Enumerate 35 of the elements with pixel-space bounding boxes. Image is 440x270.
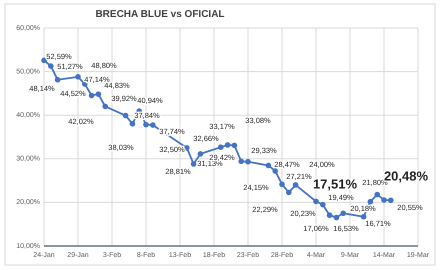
point bbox=[218, 144, 224, 150]
point bbox=[122, 112, 128, 118]
point bbox=[360, 214, 366, 220]
point bbox=[102, 104, 108, 110]
point bbox=[143, 122, 149, 128]
point bbox=[381, 197, 387, 203]
point bbox=[292, 182, 298, 188]
point bbox=[232, 142, 238, 148]
point bbox=[286, 190, 292, 196]
point bbox=[266, 162, 272, 168]
point bbox=[238, 158, 244, 164]
point bbox=[224, 142, 230, 148]
point bbox=[130, 120, 136, 127]
point bbox=[88, 92, 94, 98]
point bbox=[190, 161, 196, 167]
point bbox=[198, 151, 204, 157]
point bbox=[41, 58, 47, 64]
point bbox=[96, 91, 102, 97]
point bbox=[320, 202, 326, 208]
point bbox=[340, 210, 346, 216]
point bbox=[374, 192, 380, 198]
point bbox=[368, 198, 374, 204]
point bbox=[388, 198, 394, 204]
point bbox=[54, 76, 60, 83]
point bbox=[150, 122, 156, 128]
point bbox=[313, 198, 319, 204]
point bbox=[48, 63, 54, 69]
chart-title: BRECHA BLUE vs OFICIAL bbox=[95, 9, 225, 20]
point bbox=[334, 214, 340, 220]
point bbox=[279, 182, 285, 188]
point bbox=[326, 212, 332, 218]
point bbox=[75, 74, 81, 80]
data-label: 17,51% bbox=[312, 176, 358, 192]
point bbox=[272, 168, 278, 174]
point bbox=[245, 158, 251, 165]
